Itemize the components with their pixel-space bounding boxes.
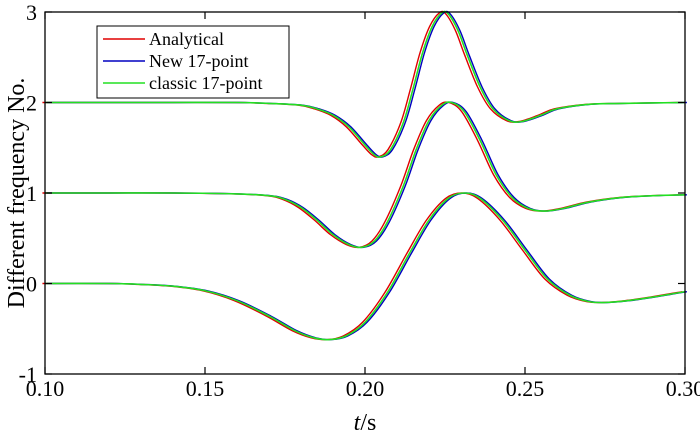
x-axis-label-unit: /s [360,410,376,436]
x-axis-label-symbol: t [354,410,362,436]
y-tick-label: 2 [26,91,37,116]
series-line-classic-17-point-curve-1 [45,101,686,249]
series-line-analytical-curve-2 [42,192,683,341]
x-tick-label: 0.10 [26,376,65,401]
plot-area [42,10,688,341]
x-tick-label: 0.20 [346,376,385,401]
series-line-classic-17-point-curve-0 [45,10,686,158]
legend-label: New 17-point [149,51,248,71]
y-tick-label: 3 [26,0,37,25]
y-tick-label: 0 [26,272,37,297]
x-tick-label: 0.15 [186,376,225,401]
x-tick-label: 0.25 [506,376,545,401]
series-line-new-17-point-curve-1 [46,101,687,249]
legend-box [96,25,290,99]
series-line-analytical-curve-1 [42,101,683,249]
legend-label: classic 17-point [149,73,262,93]
legend-label: Analytical [149,29,224,49]
x-axis-label: t/s [354,410,377,436]
y-tick-label: 1 [26,181,37,206]
series-line-classic-17-point-curve-2 [44,192,686,341]
y-tick-label: -1 [19,362,37,387]
axis-ticks: 0.10 0.15 0.20 0.25 0.30 -1 0 1 2 3 [19,0,700,401]
x-tick-label: 0.30 [666,376,700,401]
y-axis-label: Different frequency No. [4,78,30,309]
